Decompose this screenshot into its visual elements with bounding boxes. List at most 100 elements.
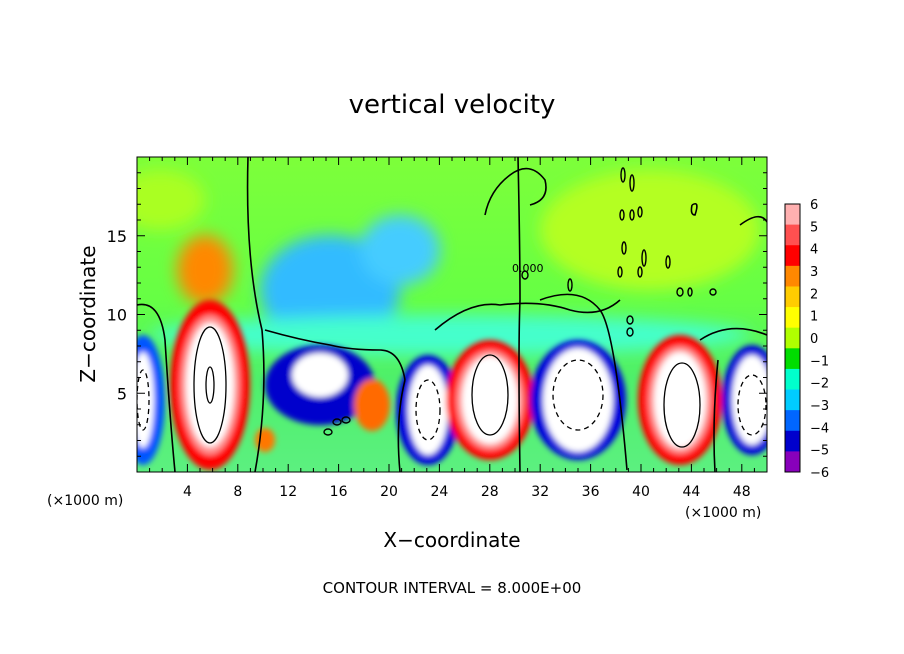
small-contour [709, 288, 717, 296]
colorbar-tick-label: −3 [810, 399, 829, 414]
x-tick-label: 32 [531, 484, 549, 500]
colorbar-swatch [785, 204, 800, 226]
downdraft-cell [408, 365, 448, 455]
colorbar-swatch [785, 286, 800, 308]
small-contour [567, 278, 573, 292]
colorbar-swatch [785, 410, 800, 432]
inner-contours [137, 326, 767, 448]
colorbar-tick-label: −5 [810, 444, 829, 459]
zero-contour [434, 299, 621, 331]
upper-updraft-left [137, 170, 205, 230]
updraft-core [654, 352, 706, 448]
colorbar-swatch [785, 327, 800, 349]
contour-label: 0.000 [512, 262, 544, 275]
colorbar-tick-label: −1 [810, 354, 829, 369]
field-blobs [137, 170, 760, 355]
zero-contour [246, 157, 265, 472]
zero-contour [137, 303, 176, 472]
y-tick-label: 5 [117, 384, 127, 403]
x-tick-label: 28 [481, 484, 499, 500]
small-contours [323, 167, 717, 436]
colorbar-swatch [785, 224, 800, 246]
y-tick-label: 15 [107, 227, 127, 246]
zero-contour [397, 379, 406, 472]
colorbar-tick-label: 3 [810, 265, 818, 280]
x-unit-right: (×1000 m) [685, 505, 761, 521]
small-contour [323, 428, 333, 436]
small-contour [629, 174, 635, 192]
zero-contour [690, 202, 698, 216]
cyan-band [150, 315, 750, 355]
small-contour [676, 287, 684, 297]
zero-contour [264, 329, 406, 381]
updraft-core [186, 323, 234, 447]
x-tick-label: 48 [733, 484, 751, 500]
zero-contour [484, 167, 547, 216]
x-tick-label: 40 [632, 484, 650, 500]
small-contour [665, 255, 671, 269]
zero-contour [517, 157, 521, 472]
contour-16 [205, 366, 215, 404]
zero-contour [699, 327, 767, 341]
colorbar-tick-label: 0 [810, 332, 818, 347]
downdraft-cell [292, 353, 348, 397]
colorbar-swatch [785, 265, 800, 287]
colorbar-tick-label: 1 [810, 310, 818, 325]
small-contour [641, 249, 647, 267]
x-tick-label: 4 [183, 484, 192, 500]
zero-contour [539, 293, 628, 471]
contour-minus8 [137, 369, 150, 431]
small-contour [621, 241, 627, 255]
small-contour [626, 315, 634, 325]
colorbar-tick-label: 4 [810, 243, 818, 258]
colorbar-tick-label: 6 [810, 198, 818, 213]
small-contour [629, 209, 635, 221]
y-axis-label: Z−coordinate [76, 245, 100, 382]
colorbar-tick-label: −4 [810, 421, 829, 436]
small-contour [637, 266, 643, 278]
colorbar-swatch [785, 451, 800, 473]
upper-updraft-right [540, 170, 760, 290]
updraft-cell [354, 379, 390, 431]
contour-8 [471, 354, 509, 436]
y-tick-label: 10 [107, 306, 127, 325]
colorbar-swatch [785, 368, 800, 391]
small-contour [617, 266, 623, 278]
zero-contour [713, 359, 719, 472]
downdraft-cell [732, 355, 767, 445]
x-tick-label: 44 [682, 484, 700, 500]
small-contour [521, 270, 529, 280]
colorbar-swatch [785, 245, 800, 267]
contour-minus8 [552, 359, 604, 431]
colorbar-swatch [785, 348, 800, 370]
colorbar-tick-label: −2 [810, 377, 829, 392]
contour-interval: CONTOUR INTERVAL = 8.000E+00 [323, 579, 582, 597]
contour-8 [663, 362, 701, 448]
contour-minus8 [415, 379, 441, 441]
plot-area: 0.000 [137, 157, 767, 472]
x-tick-label: 12 [279, 484, 297, 500]
colorbar-tick-label: 2 [810, 287, 818, 302]
contour-8 [193, 326, 227, 444]
colorbar-swatch [785, 389, 800, 411]
x-axis-label: X−coordinate [383, 528, 520, 552]
small-contour [341, 416, 351, 424]
contour-lines [137, 157, 767, 472]
x-tick-label: 20 [380, 484, 398, 500]
downdraft-cell [543, 348, 613, 452]
cells [137, 300, 767, 470]
colorbar-tick-label: 5 [810, 220, 818, 235]
contour-minus8 [737, 374, 767, 436]
small-contour [620, 167, 626, 183]
small-contour [332, 418, 342, 426]
small-contour [619, 209, 625, 221]
x-unit-left: (×1000 m) [47, 493, 123, 509]
updraft-plume [177, 235, 233, 305]
x-tick-label: 24 [430, 484, 448, 500]
small-contour [626, 327, 634, 337]
colorbar-swatch [785, 307, 800, 329]
x-tick-label: 16 [330, 484, 348, 500]
chart-title: vertical velocity [349, 90, 556, 120]
x-tick-label: 36 [582, 484, 600, 500]
